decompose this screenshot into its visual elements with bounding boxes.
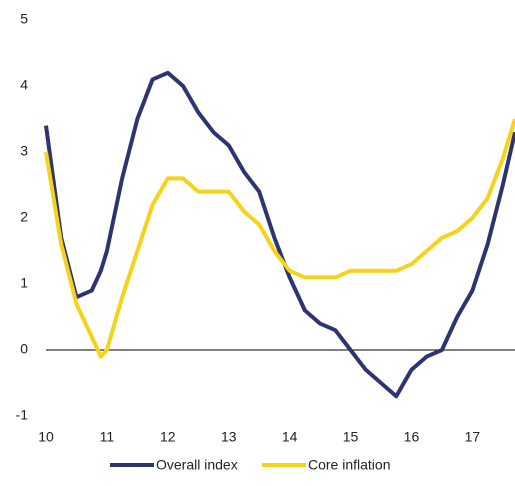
y-tick-label: 1 bbox=[20, 275, 28, 291]
x-tick-label: 12 bbox=[160, 429, 176, 445]
series-line bbox=[44, 118, 515, 359]
series-line bbox=[44, 70, 515, 399]
y-tick-label: 0 bbox=[20, 341, 28, 357]
x-tick-label: 14 bbox=[282, 429, 298, 445]
x-tick-label: 13 bbox=[221, 429, 237, 445]
legend-label: Overall index bbox=[156, 457, 238, 473]
y-tick-label: 4 bbox=[20, 77, 28, 93]
x-tick-label: 10 bbox=[38, 429, 54, 445]
legend-label: Core inflation bbox=[308, 457, 391, 473]
x-tick-label: 15 bbox=[343, 429, 359, 445]
y-tick-label: 5 bbox=[20, 11, 28, 27]
y-tick-label: -1 bbox=[16, 407, 29, 423]
x-tick-label: 17 bbox=[465, 429, 481, 445]
y-tick-label: 3 bbox=[20, 143, 28, 159]
x-tick-label: 16 bbox=[404, 429, 420, 445]
x-tick-label: 11 bbox=[100, 429, 115, 445]
y-tick-label: 2 bbox=[20, 209, 28, 225]
